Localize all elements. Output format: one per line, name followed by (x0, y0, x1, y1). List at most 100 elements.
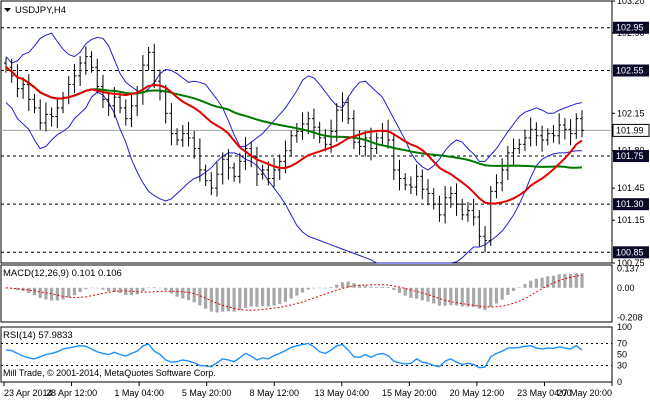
current-price-tag (612, 123, 650, 137)
macd-histogram-bar (511, 287, 516, 291)
macd-histogram-bar (506, 287, 510, 295)
price-axis-label: 101.15 (617, 215, 645, 225)
price-axis-label: 101.45 (617, 183, 645, 193)
macd-histogram-bar (477, 287, 481, 309)
macd-histogram-bar (261, 287, 265, 307)
moving-average-red (5, 66, 583, 205)
macd-histogram-bar (449, 287, 453, 306)
macd-histogram-bar (141, 287, 145, 292)
macd-histogram-bar (78, 287, 82, 293)
macd-histogram-bar (346, 281, 350, 288)
macd-histogram-bar (483, 287, 487, 311)
macd-histogram-bar (226, 287, 231, 312)
macd-histogram-bar (209, 287, 213, 312)
macd-histogram-bar (152, 287, 156, 288)
macd-histogram-bar (107, 287, 111, 292)
macd-histogram-bar (437, 287, 442, 306)
rsi-axis-label: 100 (617, 322, 632, 332)
macd-histogram-bar (375, 287, 379, 288)
macd-histogram-bar (186, 287, 191, 301)
macd-histogram-bar (403, 287, 407, 296)
macd-histogram-bar (329, 287, 333, 288)
price-axis-label: 103.20 (617, 0, 645, 6)
symbol-title: USDJPY,H4 (15, 5, 66, 16)
macd-histogram-bar (574, 273, 578, 288)
price-level-tag (613, 198, 649, 211)
macd-histogram-bar (306, 287, 310, 290)
current-price-tag-label: 101.99 (616, 125, 644, 135)
macd-histogram-bar (580, 273, 584, 288)
macd-histogram-bar (380, 286, 384, 288)
macd-histogram-bar (283, 287, 288, 302)
macd-histogram-bar (352, 283, 356, 288)
macd-histogram-bar (238, 287, 242, 311)
macd-histogram-bar (340, 282, 345, 288)
macd-histogram-bar (460, 287, 464, 307)
main-price-series (4, 32, 584, 264)
macd-histogram-bar (500, 287, 504, 300)
macd-histogram-bar (255, 287, 259, 307)
macd-histogram-bar (272, 287, 276, 306)
macd-histogram-bar (15, 287, 20, 291)
price-axis-label: 102.15 (617, 108, 645, 118)
macd-histogram-bar (494, 287, 499, 304)
price-level-tag-label: 102.95 (616, 23, 644, 33)
macd-histogram-bar (135, 287, 139, 295)
price-axis-label: 100.75 (617, 258, 645, 268)
macd-histogram-bar (158, 287, 162, 289)
macd-histogram-bar (563, 273, 567, 288)
macd-series (4, 273, 584, 313)
macd-histogram-bar (266, 287, 270, 307)
macd-histogram-bar (426, 287, 430, 302)
macd-axis-label: -0.208 (617, 312, 643, 322)
bollinger-upper-band (5, 32, 583, 171)
time-axis-label: 5 May 20:00 (182, 388, 232, 398)
time-axis-label: 20 May 12:00 (450, 388, 505, 398)
macd-histogram-bar (169, 287, 173, 294)
rsi-axis-label: 0 (617, 377, 622, 387)
macd-histogram-bar (112, 287, 116, 292)
price-level-tag-label: 101.75 (616, 151, 644, 161)
macd-signal-line (5, 274, 583, 311)
macd-histogram-bar (568, 274, 573, 288)
symbol-dropdown-icon[interactable] (4, 8, 11, 12)
macd-histogram-bar (357, 284, 362, 288)
price-level-tag-label: 102.55 (616, 66, 644, 76)
macd-histogram-bar (249, 287, 253, 307)
bollinger-lower-band (5, 91, 582, 264)
macd-histogram-bar (397, 287, 402, 293)
main-panel-border (0, 0, 613, 264)
macd-histogram-bar (489, 287, 493, 308)
macd-histogram-bar (38, 287, 42, 298)
price-level-tag (613, 246, 649, 259)
price-level-tag-label: 100.85 (616, 247, 644, 257)
macd-histogram-bar (118, 287, 122, 294)
macd-histogram-bar (392, 287, 396, 291)
macd-histogram-bar (181, 287, 185, 299)
macd-histogram-bar (278, 287, 282, 305)
rsi-axis-label: 30 (617, 361, 627, 371)
macd-histogram-bar (415, 287, 419, 299)
macd-histogram-bar (27, 287, 31, 293)
macd-histogram-bar (84, 287, 88, 290)
time-axis-label: 23 May 04:00 (517, 388, 572, 398)
time-axis-label: 27 May 20:00 (557, 388, 612, 398)
macd-histogram-bar (221, 287, 225, 312)
macd-histogram-bar (312, 287, 316, 289)
macd-histogram-bar (443, 287, 447, 306)
time-axis-label: 1 May 04:00 (114, 388, 164, 398)
macd-histogram-bar (335, 284, 339, 288)
rsi-panel-border (0, 326, 613, 383)
macd-histogram-bar (523, 283, 527, 288)
price-level-tag (613, 150, 649, 163)
macd-histogram-bar (318, 287, 322, 289)
macd-histogram-bar (164, 287, 168, 291)
macd-histogram-bar (204, 287, 208, 309)
macd-histogram-bar (551, 275, 556, 288)
moving-average-green (5, 66, 583, 169)
macd-panel-border (0, 264, 613, 323)
macd-histogram-bar (540, 277, 544, 288)
macd-axis-label: 0.137 (617, 263, 640, 273)
